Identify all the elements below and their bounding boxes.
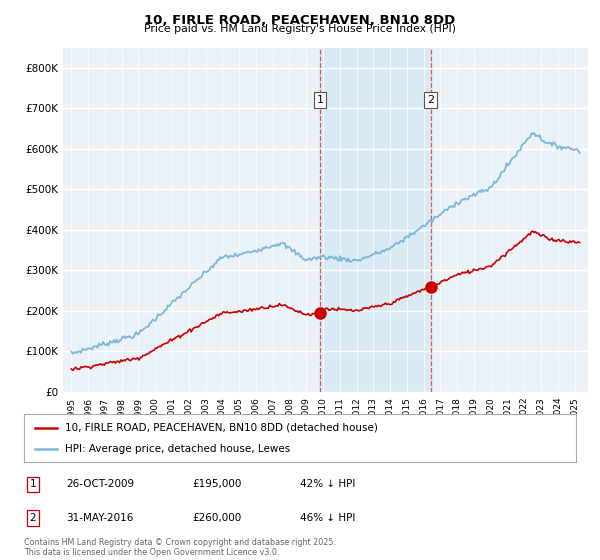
Text: 42% ↓ HPI: 42% ↓ HPI <box>300 479 355 489</box>
Text: 26-OCT-2009: 26-OCT-2009 <box>66 479 134 489</box>
Text: 10, FIRLE ROAD, PEACEHAVEN, BN10 8DD: 10, FIRLE ROAD, PEACEHAVEN, BN10 8DD <box>145 14 455 27</box>
Text: 10, FIRLE ROAD, PEACEHAVEN, BN10 8DD (detached house): 10, FIRLE ROAD, PEACEHAVEN, BN10 8DD (de… <box>65 423 378 433</box>
Text: Contains HM Land Registry data © Crown copyright and database right 2025.
This d: Contains HM Land Registry data © Crown c… <box>24 538 336 557</box>
Text: £195,000: £195,000 <box>192 479 241 489</box>
Text: Price paid vs. HM Land Registry's House Price Index (HPI): Price paid vs. HM Land Registry's House … <box>144 24 456 34</box>
Text: 2: 2 <box>427 95 434 105</box>
Bar <box>320 48 431 392</box>
Text: 2: 2 <box>29 513 37 523</box>
Text: 31-MAY-2016: 31-MAY-2016 <box>66 513 133 523</box>
Text: 1: 1 <box>29 479 37 489</box>
Text: HPI: Average price, detached house, Lewes: HPI: Average price, detached house, Lewe… <box>65 444 290 454</box>
Text: 1: 1 <box>316 95 323 105</box>
Text: £260,000: £260,000 <box>192 513 241 523</box>
Text: 46% ↓ HPI: 46% ↓ HPI <box>300 513 355 523</box>
